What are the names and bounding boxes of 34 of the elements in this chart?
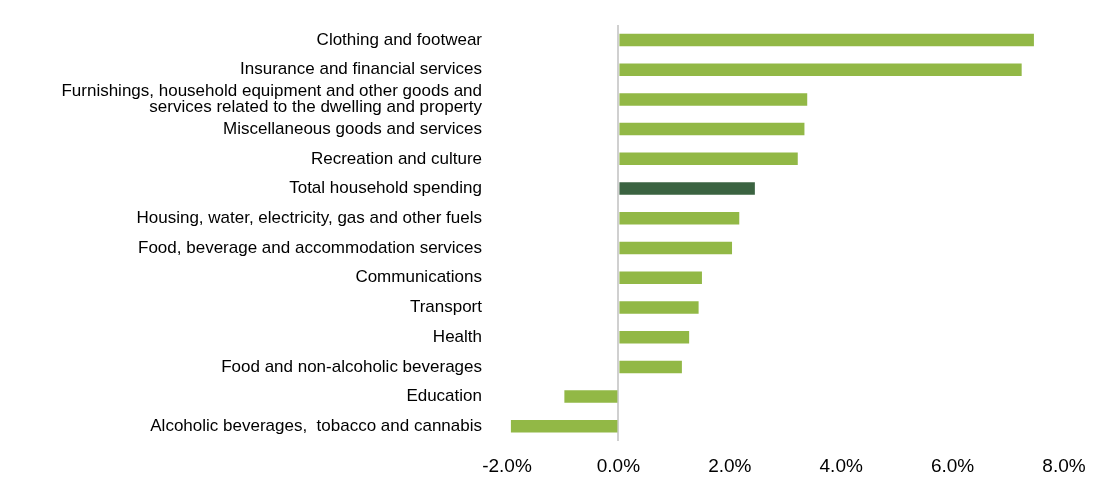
bar xyxy=(619,330,690,344)
bar xyxy=(619,33,1034,47)
bar xyxy=(619,152,798,166)
x-tick-label: 6.0% xyxy=(930,454,975,476)
y-tick-label: Clothing and footwear xyxy=(316,29,483,49)
y-tick-label: Food and non-alcoholic beverages xyxy=(221,356,482,376)
bar xyxy=(619,241,733,255)
x-tick-label: 4.0% xyxy=(819,454,863,476)
y-tick-label: Food, beverage and accommodation services xyxy=(138,237,482,257)
bar xyxy=(619,360,682,374)
y-tick-label: Communications xyxy=(355,267,482,287)
y-tick-label: Alcoholic beverages, tobacco and cannabis xyxy=(150,416,482,436)
y-tick-label: Education xyxy=(406,386,482,406)
x-tick-label: -2.0% xyxy=(482,454,532,476)
x-tick-label: 8.0% xyxy=(1042,454,1086,476)
bar xyxy=(510,420,618,433)
bar xyxy=(564,390,618,403)
y-tick-label: Housing, water, electricity, gas and other fuels xyxy=(136,207,482,227)
y-tick-label: Health xyxy=(432,326,482,346)
bar xyxy=(619,212,740,225)
y-tick-label: Transport xyxy=(409,297,483,317)
y-tick-label: Recreation and culture xyxy=(310,148,482,168)
y-tick-label: Furnishings, household equipment and other goods and services related to the dwelling and property xyxy=(61,81,483,117)
bar xyxy=(619,301,699,314)
bar xyxy=(619,63,1022,76)
bar xyxy=(619,93,808,106)
bar xyxy=(619,182,755,195)
y-tick-label: Miscellaneous goods and services xyxy=(223,118,482,138)
x-tick-label: 0.0% xyxy=(596,454,641,476)
y-tick-label: Total household spending xyxy=(289,178,482,198)
x-tick-label: 2.0% xyxy=(708,454,752,476)
bar xyxy=(619,122,805,136)
bar xyxy=(619,271,702,284)
y-tick-label: Insurance and financial services xyxy=(240,59,482,79)
